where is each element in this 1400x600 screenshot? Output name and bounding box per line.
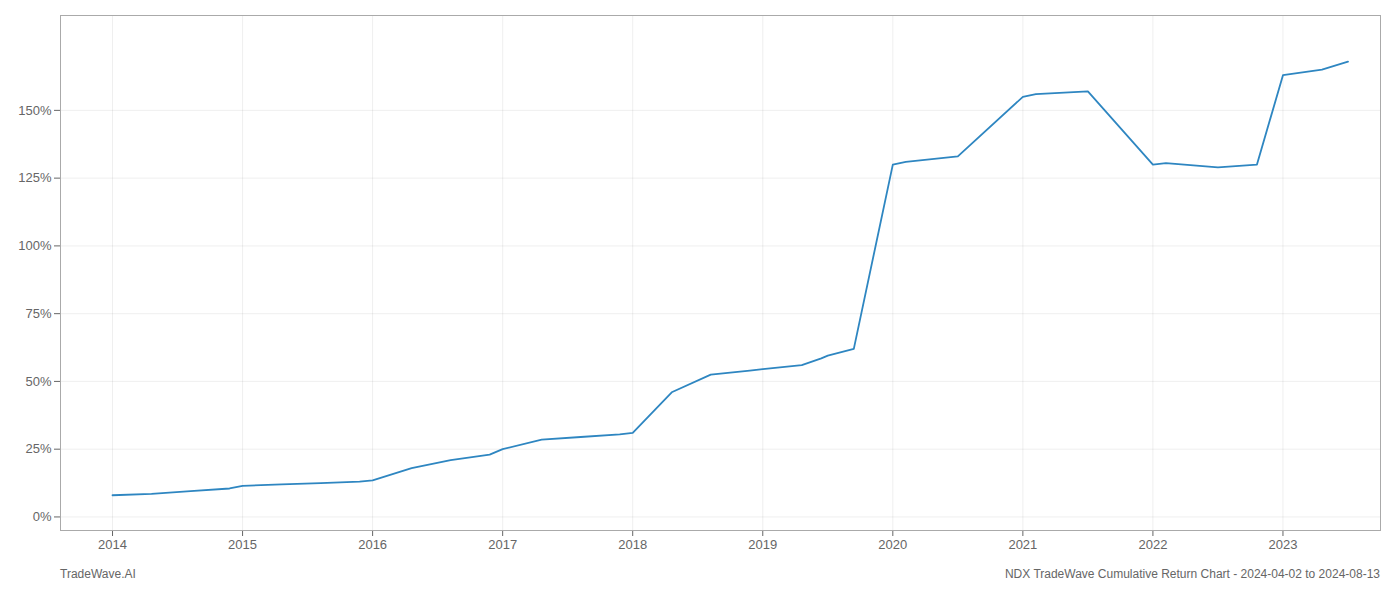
svg-text:125%: 125% (18, 170, 52, 185)
html-text:TradeWave.AI: TradeWave.AI (60, 567, 136, 581)
svg-text:2023: 2023 (1269, 537, 1298, 552)
svg-text:2020: 2020 (878, 537, 907, 552)
svg-text:0%: 0% (33, 509, 52, 524)
svg-text:2016: 2016 (358, 537, 387, 552)
svg-text:2021: 2021 (1008, 537, 1037, 552)
svg-text:100%: 100% (18, 238, 52, 253)
svg-text:75%: 75% (25, 306, 51, 321)
svg-text:2019: 2019 (748, 537, 777, 552)
html-text:NDX TradeWave Cumulative Retur: NDX TradeWave Cumulative Return Chart - … (1004, 567, 1380, 581)
svg-text:2017: 2017 (488, 537, 517, 552)
svg-text:2022: 2022 (1138, 537, 1167, 552)
svg-text:50%: 50% (25, 374, 51, 389)
svg-text:2018: 2018 (618, 537, 647, 552)
svg-text:25%: 25% (25, 441, 51, 456)
svg-text:150%: 150% (18, 103, 52, 118)
svg-text:2015: 2015 (228, 537, 257, 552)
svg-text:2014: 2014 (98, 537, 127, 552)
